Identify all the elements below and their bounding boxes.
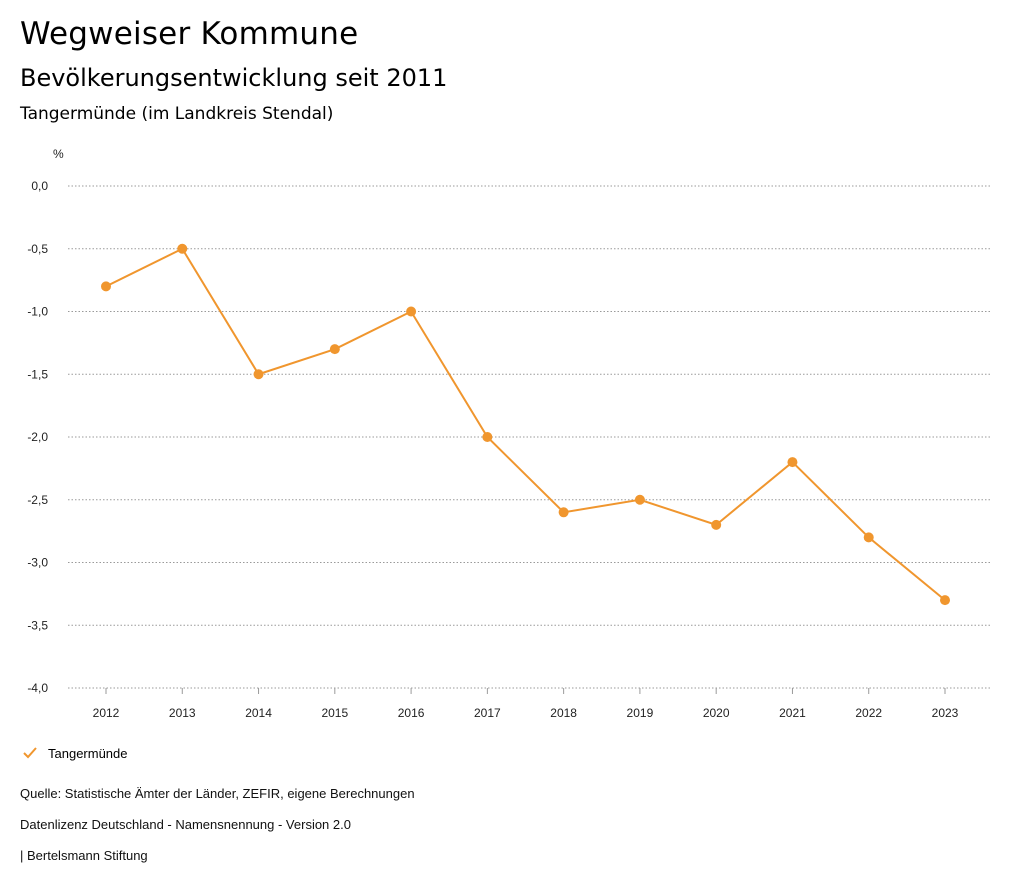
- y-axis-label: %: [53, 147, 64, 161]
- x-tick-label: 2020: [703, 706, 730, 720]
- data-point-2013[interactable]: [177, 243, 188, 254]
- x-tick-label: 2015: [321, 706, 348, 720]
- data-point-2012[interactable]: [101, 281, 111, 292]
- y-tick-label: -2,5: [27, 493, 48, 507]
- data-point-2018[interactable]: [558, 507, 569, 518]
- grid-lines: [68, 185, 990, 689]
- y-tick-label: 0,0: [31, 179, 48, 193]
- source-note: Quelle: Statistische Ämter der Länder, Z…: [20, 786, 415, 801]
- y-tick-label: -1,0: [27, 305, 48, 319]
- x-tick-label: 2017: [474, 706, 501, 720]
- data-point-2014[interactable]: [253, 369, 264, 380]
- y-tick-label: -1,5: [27, 367, 48, 381]
- y-tick-label: -0,5: [27, 242, 48, 256]
- data-point-2020[interactable]: [711, 519, 722, 530]
- legend[interactable]: Tangermünde: [22, 745, 128, 761]
- chart-subtitle: Bevölkerungsentwicklung seit 2011: [20, 64, 448, 92]
- data-point-2017[interactable]: [482, 432, 493, 442]
- data-points: [101, 243, 950, 606]
- data-point-2016[interactable]: [406, 306, 417, 317]
- x-tick-label: 2013: [169, 706, 196, 720]
- data-point-2015[interactable]: [329, 344, 340, 355]
- x-axis-ticks: 2012 2013 2014 2015 2016 2017 2018 2019 2020 2021…: [93, 688, 959, 720]
- y-tick-label: -2,0: [27, 430, 48, 444]
- check-icon: [23, 747, 37, 759]
- series-line-tangermuende: [105, 247, 946, 601]
- x-tick-label: 2016: [398, 706, 425, 720]
- y-tick-label: -3,0: [27, 556, 48, 570]
- x-tick-label: 2014: [245, 706, 272, 720]
- page-title: Wegweiser Kommune: [20, 16, 359, 52]
- y-tick-label: -4,0: [27, 681, 48, 695]
- region-title: Tangermünde (im Landkreis Stendal): [20, 104, 334, 124]
- x-tick-label: 2023: [932, 706, 959, 720]
- line-chart: % 0,0 -0,5 -1,0 -1,5 -2,0 -2,5 -3,0 -3,5 -4,0 20…: [27, 147, 990, 720]
- x-tick-label: 2022: [855, 706, 882, 720]
- x-tick-label: 2019: [627, 706, 654, 720]
- data-point-2023[interactable]: [940, 595, 950, 606]
- y-tick-label: -3,5: [27, 618, 48, 632]
- data-point-2019[interactable]: [634, 494, 645, 505]
- data-point-2021[interactable]: [787, 457, 798, 468]
- x-tick-label: 2012: [93, 706, 120, 720]
- brand-note: | Bertelsmann Stiftung: [20, 848, 148, 863]
- x-tick-label: 2021: [779, 706, 806, 720]
- data-point-2022[interactable]: [863, 532, 874, 543]
- y-axis-ticks: 0,0 -0,5 -1,0 -1,5 -2,0 -2,5 -3,0 -3,5 -4,0: [27, 179, 48, 695]
- license-note: Datenlizenz Deutschland - Namensnennung …: [20, 817, 351, 832]
- x-tick-label: 2018: [550, 706, 577, 720]
- legend-label: Tangermünde: [48, 745, 128, 761]
